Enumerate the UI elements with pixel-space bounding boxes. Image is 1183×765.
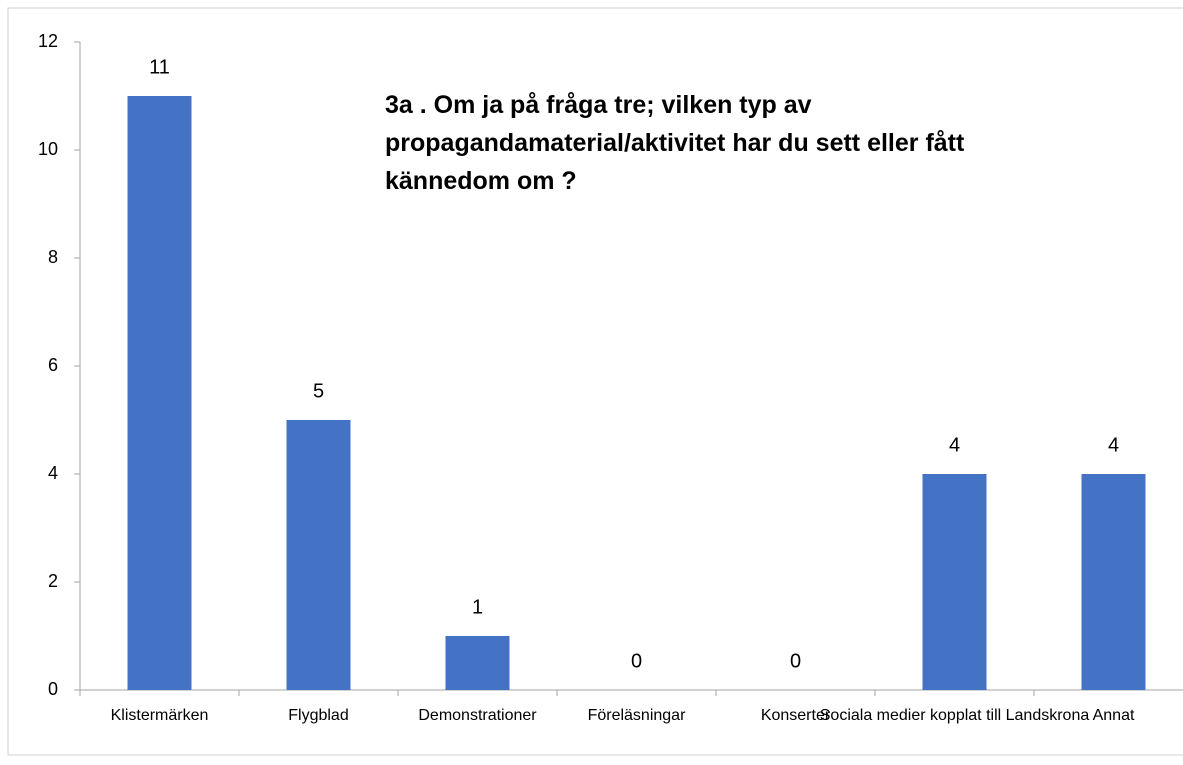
y-tick-label: 2: [48, 571, 58, 591]
bar: [445, 636, 510, 690]
x-tick-label: Föreläsningar: [588, 707, 687, 724]
y-tick-label: 4: [48, 463, 58, 483]
bar: [1081, 474, 1146, 690]
x-tick-label: Klistermärken: [111, 707, 209, 724]
y-tick-label: 12: [38, 31, 58, 51]
data-label: 4: [1108, 434, 1119, 456]
y-tick-label: 0: [48, 679, 58, 699]
data-label: 11: [149, 56, 170, 78]
data-label: 0: [790, 650, 801, 672]
y-tick-label: 10: [38, 139, 58, 159]
chart-border: [7, 7, 1183, 756]
y-tick-label: 8: [48, 247, 58, 267]
bar: [127, 96, 192, 690]
bar: [922, 474, 987, 690]
data-label: 0: [631, 650, 642, 672]
chart-title: 3a . Om ja på fråga tre; vilken typ av p…: [385, 91, 965, 195]
x-tick-label: Sociala medier kopplat till Landskrona: [820, 707, 1090, 724]
bar: [286, 420, 351, 690]
data-label: 4: [949, 434, 960, 456]
x-tick-label: Annat: [1093, 707, 1135, 724]
x-tick-label: Demonstrationer: [418, 707, 537, 724]
y-tick-label: 6: [48, 355, 58, 375]
x-tick-label: Flygblad: [288, 707, 348, 724]
data-label: 1: [472, 596, 483, 618]
data-label: 5: [313, 380, 324, 402]
x-tick-label: Konserter: [761, 707, 831, 724]
